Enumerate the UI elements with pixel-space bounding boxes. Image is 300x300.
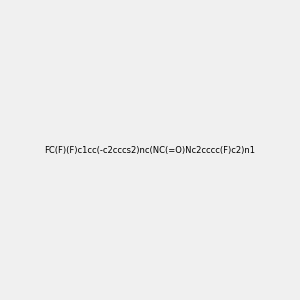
Text: FC(F)(F)c1cc(-c2cccs2)nc(NC(=O)Nc2cccc(F)c2)n1: FC(F)(F)c1cc(-c2cccs2)nc(NC(=O)Nc2cccc(F… (44, 146, 256, 154)
